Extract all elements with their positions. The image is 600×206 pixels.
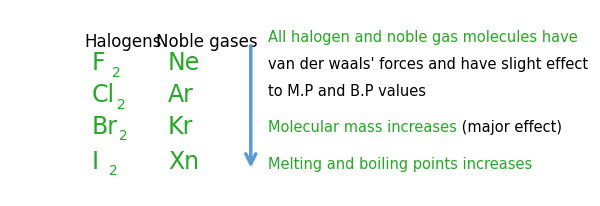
Text: 2: 2 xyxy=(109,164,118,178)
Text: F: F xyxy=(91,51,105,75)
Text: van der waals' forces and have slight effect: van der waals' forces and have slight ef… xyxy=(268,56,588,71)
Text: All halogen and noble gas molecules have: All halogen and noble gas molecules have xyxy=(268,29,578,44)
Text: Noble gases: Noble gases xyxy=(157,33,258,50)
Text: Ar: Ar xyxy=(168,83,194,107)
Text: Br: Br xyxy=(91,114,117,138)
Text: 2: 2 xyxy=(119,129,128,143)
Text: Xn: Xn xyxy=(168,149,199,173)
Text: Cl: Cl xyxy=(91,83,115,107)
Text: 2: 2 xyxy=(117,97,125,111)
Text: Molecular mass increases: Molecular mass increases xyxy=(268,120,457,135)
Text: Halogens: Halogens xyxy=(84,33,161,50)
Text: Melting and boiling points increases: Melting and boiling points increases xyxy=(268,156,532,171)
Text: I: I xyxy=(91,149,98,173)
Text: (major effect): (major effect) xyxy=(457,120,562,135)
Text: Ne: Ne xyxy=(168,51,200,75)
Text: to M.P and B.P values: to M.P and B.P values xyxy=(268,83,426,98)
Text: Kr: Kr xyxy=(168,114,193,138)
Text: 2: 2 xyxy=(112,65,121,79)
